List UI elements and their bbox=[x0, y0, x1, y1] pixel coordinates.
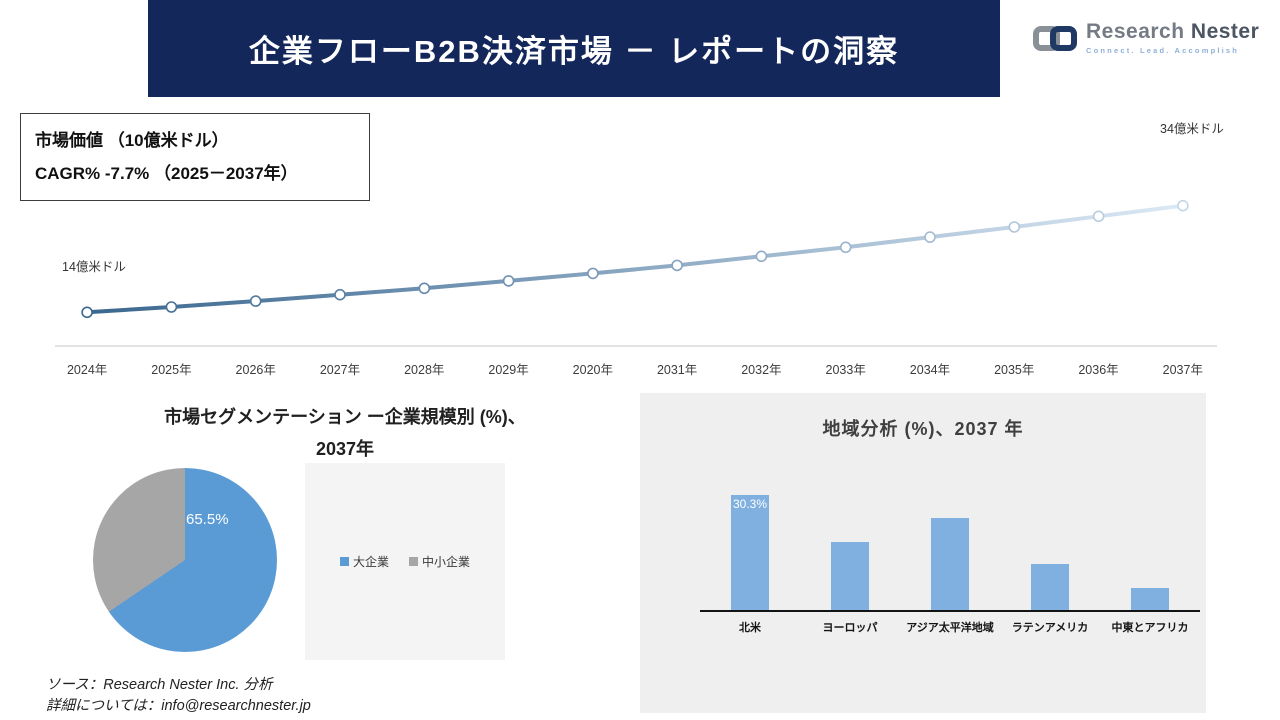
market-value-label: 市場価値 （10億米ドル） bbox=[35, 131, 229, 150]
cagr-label: CAGR% -7.7% （2025－2037年） bbox=[35, 164, 298, 184]
bar-slot bbox=[800, 450, 900, 610]
legend-label: 中小企業 bbox=[422, 555, 471, 569]
market-value-box: 市場価値 （10億米ドル） CAGR% -7.7% （2025－2037年） bbox=[20, 113, 370, 202]
bar-chart-axis bbox=[700, 610, 1200, 612]
pie-chart bbox=[93, 468, 277, 652]
line-x-axis: 2024年 2025年 2026年 2027年 2028年 2029年 2020年 2031年… bbox=[45, 359, 1225, 378]
line-start-label: 14億米ドル bbox=[62, 260, 126, 274]
bar-slot bbox=[1000, 450, 1100, 610]
x-axis-label: 2029年 bbox=[488, 363, 529, 377]
brand-name-research: Research bbox=[1086, 20, 1185, 43]
x-axis-label: 2024年 bbox=[66, 363, 108, 377]
x-axis-label: 2020年 bbox=[572, 363, 613, 377]
x-axis-label: 2034年 bbox=[909, 363, 951, 377]
x-axis-label: 2026年 bbox=[235, 363, 276, 377]
x-axis-label: 2025年 bbox=[151, 363, 192, 377]
chain-link-logo-icon bbox=[1033, 25, 1077, 51]
brand-name-nester: Nester bbox=[1190, 20, 1260, 43]
pie-legend-panel: 大企業 中小企業 bbox=[305, 463, 505, 660]
bar-slot bbox=[1100, 450, 1200, 610]
bar-4 bbox=[1131, 588, 1169, 610]
x-axis-label: 2033年 bbox=[825, 363, 866, 377]
bar-category-label: アジア太平洋地域 bbox=[906, 622, 994, 634]
brand-name: Research Nester bbox=[1086, 20, 1259, 44]
bar-slot bbox=[900, 450, 1000, 610]
bar-chart-panel: 地域分析 (%)、2037 年 30.3% 北米 ヨーロッパ アジア太平洋地域 ラテン… bbox=[640, 393, 1206, 713]
source-line: ソース：Research Nester Inc. 分析 bbox=[46, 677, 273, 693]
x-axis-label: 2032年 bbox=[741, 363, 782, 377]
legend-label: 大企業 bbox=[352, 555, 389, 569]
bar-chart-categories: 北米 ヨーロッパ アジア太平洋地域 ラテンアメリカ 中東とアフリカ bbox=[700, 614, 1200, 635]
legend-swatch bbox=[339, 557, 349, 566]
bar-3 bbox=[1031, 564, 1069, 610]
line-chart-svg bbox=[55, 199, 1217, 347]
header-banner: 企業フローB2B決済市場 － レポートの洞察 bbox=[148, 0, 1000, 97]
bar-category-label: 北米 bbox=[739, 622, 761, 634]
legend-swatch bbox=[409, 557, 418, 566]
bar-slot: 30.3% bbox=[700, 450, 800, 610]
page-title: 企業フローB2B決済市場 － レポートの洞察 bbox=[248, 34, 900, 69]
x-axis-label: 2027年 bbox=[319, 363, 361, 377]
pie-title-line2: 2037年 bbox=[315, 438, 375, 459]
brand-logo: Research Nester Connect. Lead. Accomplis… bbox=[1032, 20, 1259, 55]
pie-legend: 大企業 中小企業 bbox=[339, 553, 470, 570]
source-note: ソース：Research Nester Inc. 分析 詳細については：info… bbox=[46, 675, 311, 717]
x-axis-label: 2036年 bbox=[1078, 363, 1119, 377]
bar-1 bbox=[831, 542, 869, 610]
bar-category-label: ラテンアメリカ bbox=[1011, 622, 1089, 634]
bar-category-label: ヨーロッパ bbox=[822, 622, 878, 634]
bar-data-label: 30.3% bbox=[732, 497, 768, 511]
x-axis-label: 2031年 bbox=[656, 363, 698, 377]
bar-chart-title: 地域分析 (%)、2037 年 bbox=[822, 419, 1024, 439]
bar-category-label: 中東とアフリカ bbox=[1111, 622, 1189, 634]
x-axis-label: 2037年 bbox=[1162, 363, 1203, 377]
x-axis-label: 2028年 bbox=[404, 363, 445, 377]
bar-chart-bars: 30.3% bbox=[700, 450, 1200, 610]
legend-item: 中小企業 bbox=[409, 553, 470, 570]
x-axis-label: 2035年 bbox=[994, 363, 1035, 377]
bar-0: 30.3% bbox=[731, 495, 769, 610]
bar-2 bbox=[931, 518, 969, 610]
pie-data-label: 65.5% bbox=[186, 511, 229, 528]
pie-title-line1: 市場セグメンテーション ー企業規模別 (%)、 bbox=[164, 407, 526, 427]
legend-item: 大企業 bbox=[339, 553, 389, 570]
brand-tagline: Connect. Lead. Accomplish bbox=[1086, 46, 1240, 55]
brand-text: Research Nester Connect. Lead. Accomplis… bbox=[1086, 20, 1259, 55]
pie-chart-title: 市場セグメンテーション ー企業規模別 (%)、 2037年 bbox=[50, 402, 640, 465]
line-end-label: 34億米ドル bbox=[1160, 122, 1224, 136]
contact-line: 詳細については：info@researchnester.jp bbox=[46, 698, 311, 715]
